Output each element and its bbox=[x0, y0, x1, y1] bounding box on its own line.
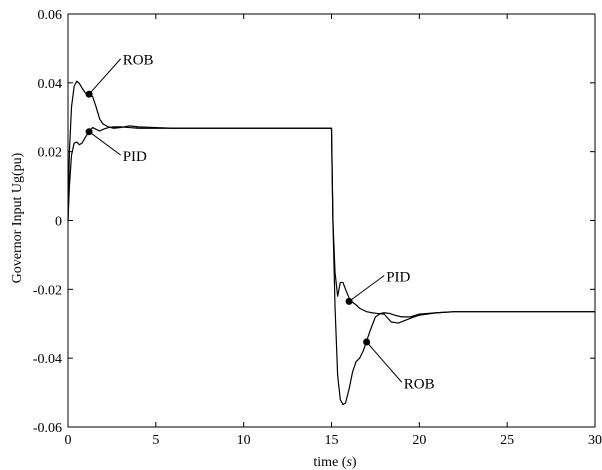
y-tick-label: -0.04 bbox=[33, 352, 62, 367]
annotation-marker bbox=[345, 297, 353, 305]
annotation-label: ROB bbox=[123, 53, 154, 69]
annotation-leader bbox=[348, 275, 385, 302]
x-tick-label: 0 bbox=[65, 433, 72, 448]
axis-tick-labels: 0 5 10 15 20 25 30 0.06 0.04 0.02 0 -0.02 -0.04 -0.06 bbox=[33, 8, 602, 448]
annotation-leader bbox=[88, 131, 121, 156]
series-line-pid bbox=[67, 126, 595, 324]
y-tick-label: -0.02 bbox=[33, 283, 62, 298]
x-tick-label: 20 bbox=[412, 433, 426, 448]
y-tick-label: 0.04 bbox=[38, 77, 63, 92]
y-tick-label: 0.02 bbox=[38, 146, 63, 161]
x-tick-label: 10 bbox=[237, 433, 251, 448]
y-tick-label: 0 bbox=[55, 215, 62, 230]
y-tick-label: 0.06 bbox=[38, 8, 63, 23]
annotation-label: ROB bbox=[404, 376, 435, 392]
plot-frame bbox=[67, 13, 596, 428]
x-tick-label: 5 bbox=[152, 433, 159, 448]
x-tick-label: 25 bbox=[500, 433, 514, 448]
x-axis-label: time (s) bbox=[313, 455, 357, 470]
data-series bbox=[67, 80, 595, 406]
annotation-label: PID bbox=[386, 270, 410, 286]
x-tick-label: 30 bbox=[588, 433, 602, 448]
annotation-leader bbox=[88, 58, 122, 95]
x-tick-label: 15 bbox=[325, 433, 339, 448]
annotation-label: PID bbox=[123, 149, 147, 165]
annotation-marker bbox=[363, 338, 371, 346]
axis-ticks bbox=[67, 13, 596, 428]
y-axis-label: Governor Input Ug(pu) bbox=[10, 152, 25, 283]
annotation-marker bbox=[85, 90, 93, 98]
annotation-marker bbox=[85, 128, 93, 136]
annotations: ROB PID PID ROB bbox=[85, 53, 435, 392]
annotation-leader bbox=[366, 341, 403, 383]
y-tick-label: -0.06 bbox=[33, 421, 62, 436]
